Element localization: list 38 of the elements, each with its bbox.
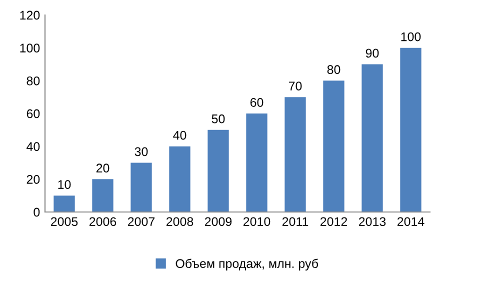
data-label: 70: [288, 82, 302, 90]
bar: [246, 114, 268, 212]
data-label: 40: [173, 130, 186, 140]
data-label: 100: [401, 32, 421, 42]
bar: [54, 196, 75, 212]
data-label: 80: [327, 65, 340, 74]
x-tick-label: 2009: [204, 217, 232, 226]
data-label: 50: [212, 114, 225, 124]
y-tick-label: 0: [34, 208, 40, 217]
x-tick-label: 2010: [243, 217, 270, 226]
y-tick-label: 120: [20, 10, 40, 20]
data-label: 10: [58, 180, 71, 189]
bar: [169, 146, 190, 212]
y-tick-label: 60: [26, 109, 40, 118]
x-tick-label: 2007: [128, 217, 155, 226]
x-tick-label: 2006: [89, 217, 116, 226]
x-tick-label: 2014: [397, 217, 424, 226]
bar: [284, 97, 306, 212]
y-tick-label: 20: [26, 174, 40, 184]
y-tick-label: 80: [26, 76, 40, 86]
bar: [92, 179, 114, 212]
x-tick-label: 2011: [282, 217, 308, 226]
legend-label: Объем продаж, млн. руб: [176, 258, 318, 270]
bar: [208, 130, 229, 212]
x-tick-label: 2008: [166, 217, 194, 226]
y-tick-label: 40: [26, 142, 40, 151]
data-label: 60: [250, 98, 264, 107]
bar: [362, 64, 383, 212]
x-tick-label: 2012: [320, 217, 348, 226]
bar: [130, 162, 152, 212]
bar: [400, 48, 422, 212]
data-label: 90: [366, 48, 379, 58]
x-tick-label: 2013: [358, 217, 386, 226]
data-label: 20: [96, 164, 110, 173]
y-tick-label: 100: [20, 44, 40, 52]
data-label: 30: [134, 147, 148, 156]
bar: [323, 80, 344, 212]
x-tick-label: 2005: [50, 217, 78, 226]
